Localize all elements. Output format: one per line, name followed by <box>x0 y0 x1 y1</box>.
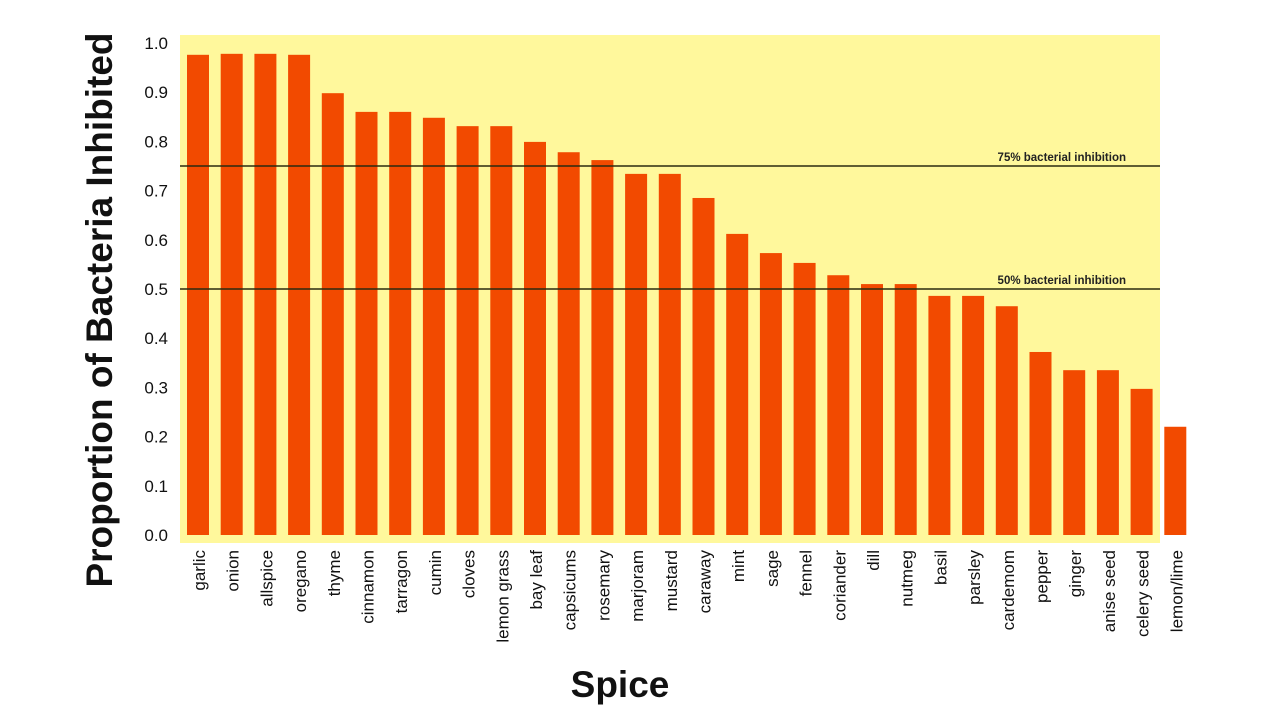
y-tick-label: 0.6 <box>144 231 168 250</box>
x-tick-label: basil <box>931 550 950 585</box>
y-axis-label: Proportion of Bacteria Inhibited <box>79 32 120 587</box>
bar-tarragon <box>389 111 412 535</box>
x-tick-label: lemon/lime <box>1167 550 1186 632</box>
x-tick-label: nutmeg <box>898 550 917 607</box>
bar-caraway <box>692 197 715 536</box>
x-tick-label: cloves <box>460 550 479 598</box>
y-tick-label: 0.4 <box>144 329 168 348</box>
y-tick-label: 0.8 <box>144 132 168 151</box>
bar-onion <box>220 53 243 535</box>
x-tick-label: dill <box>864 550 883 571</box>
x-tick-label: onion <box>224 550 243 592</box>
x-tick-label: pepper <box>1033 550 1052 603</box>
bar-lemon-lime <box>1164 426 1187 535</box>
y-tick-label: 0.7 <box>144 182 168 201</box>
x-tick-label: tarragon <box>392 550 411 613</box>
reference-lines: 75% bacterial inhibition 50% bacterial in… <box>180 152 1160 290</box>
bar-pepper <box>1029 351 1052 535</box>
x-tick-label: fennel <box>797 550 816 596</box>
bar-thyme <box>321 93 344 536</box>
y-tick-label: 0.1 <box>144 477 168 496</box>
y-tick-label: 0.9 <box>144 83 168 102</box>
x-tick-label: thyme <box>325 550 344 596</box>
bar-basil <box>928 295 951 535</box>
y-tick-label: 1.0 <box>144 34 168 53</box>
bar-mustard <box>658 173 681 535</box>
y-tick-label: 0.2 <box>144 428 168 447</box>
x-tick-label: mustard <box>662 550 681 611</box>
x-axis-ticks: garlic onion allspice oregano thyme cinnamon t… <box>190 550 1186 643</box>
bar-capsicums <box>557 152 580 535</box>
bar-bay-leaf <box>524 141 546 535</box>
x-tick-label: oregano <box>291 550 310 612</box>
x-tick-label: parsley <box>965 550 984 605</box>
x-tick-label: cumin <box>426 550 445 595</box>
bar-lemon-grass <box>490 126 513 535</box>
reference-line-label: 75% bacterial inhibition <box>998 152 1126 164</box>
y-axis-ticks: 0.0 0.1 0.2 0.3 0.4 0.5 0.6 0.7 0.8 0.9 1.0 <box>144 34 168 545</box>
x-tick-label: marjoram <box>628 550 647 622</box>
x-tick-label: celery seed <box>1134 550 1153 637</box>
bar-fennel <box>793 262 816 535</box>
x-tick-label: garlic <box>190 550 209 591</box>
x-axis-label: Spice <box>571 664 670 705</box>
bar-allspice <box>254 53 277 535</box>
bar-cinnamon <box>355 111 378 535</box>
x-tick-label: bay leaf <box>527 550 546 610</box>
x-tick-label: anise seed <box>1100 550 1119 632</box>
y-tick-label: 0.0 <box>144 526 168 545</box>
bar-marjoram <box>625 173 648 535</box>
bars <box>187 53 1187 536</box>
bar-sage <box>759 253 782 536</box>
bar-cardemom <box>995 306 1018 535</box>
y-tick-label: 0.5 <box>144 280 168 299</box>
bar-coriander <box>827 275 850 535</box>
bar-parsley <box>962 295 985 535</box>
bar-rosemary <box>591 160 614 535</box>
bar-celery-seed <box>1130 388 1153 535</box>
x-tick-label: lemon grass <box>493 550 512 643</box>
bar-cloves <box>456 126 479 535</box>
x-tick-label: mint <box>729 550 748 582</box>
reference-line-label: 50% bacterial inhibition <box>998 275 1126 287</box>
bar-anise-seed <box>1096 370 1119 535</box>
x-tick-label: rosemary <box>594 550 613 621</box>
bar-dill <box>861 284 883 535</box>
x-tick-label: allspice <box>257 550 276 607</box>
x-tick-label: capsicums <box>561 550 580 630</box>
bar-garlic <box>187 54 209 536</box>
x-tick-label: ginger <box>1066 550 1085 598</box>
bar-mint <box>726 233 749 535</box>
x-tick-label: sage <box>763 550 782 587</box>
bar-ginger <box>1063 370 1086 535</box>
y-tick-label: 0.3 <box>144 378 168 397</box>
x-tick-label: cardemom <box>999 550 1018 630</box>
x-tick-label: cinnamon <box>359 550 378 624</box>
bar-cumin <box>422 117 445 535</box>
bar-nutmeg <box>894 284 917 535</box>
x-tick-label: coriander <box>830 550 849 621</box>
x-tick-label: caraway <box>696 550 715 614</box>
bar-oregano <box>288 54 311 536</box>
